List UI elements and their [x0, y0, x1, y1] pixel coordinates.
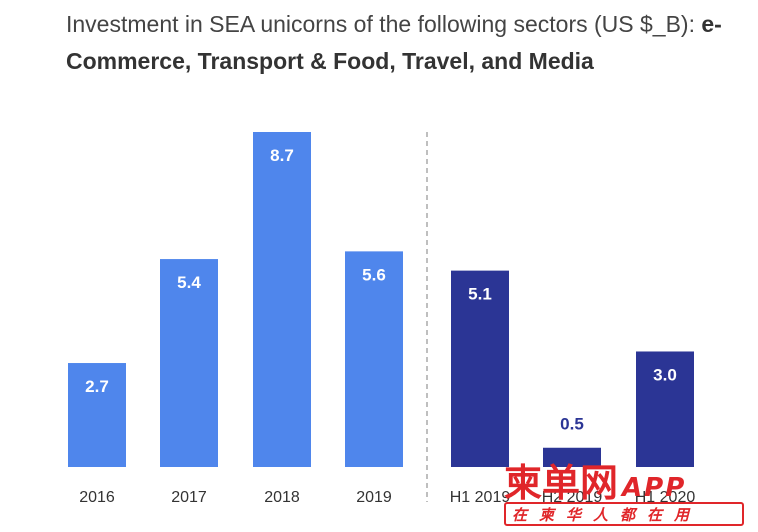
bar-half-0	[451, 270, 509, 467]
bar-annual-3	[345, 251, 403, 467]
bar-annual-0	[68, 363, 126, 467]
x-tick-label-annual-0: 2016	[79, 489, 115, 506]
half-year-bars: 5.1 H1 2019 0.5 H2 2019 3.0 H1 2020	[450, 270, 696, 506]
watermark-logo: 柬单网 APP 在柬华人都在用	[498, 452, 758, 532]
value-label-half-1: 0.5	[560, 415, 584, 434]
bar-annual-2	[253, 132, 311, 467]
bar-half-1	[543, 447, 601, 467]
value-label-annual-0: 2.7	[85, 377, 109, 396]
chart-title-bold: e-Commerce, Transport & Food, Travel, an…	[66, 11, 722, 74]
x-tick-label-half-0: H1 2019	[450, 489, 511, 506]
x-tick-label-half-2: H1 2020	[635, 489, 696, 506]
value-label-annual-1: 5.4	[177, 273, 201, 292]
x-tick-label-annual-2: 2018	[264, 489, 300, 506]
watermark-main-text: 柬单网	[504, 461, 619, 505]
watermark-sub-text: 在柬华人都在用	[504, 502, 744, 526]
x-tick-label-annual-1: 2017	[171, 489, 207, 506]
watermark-app-text: APP	[622, 473, 687, 503]
bar-annual-1	[160, 259, 218, 467]
chart-title: Investment in SEA unicorns of the follow…	[66, 6, 746, 80]
value-label-annual-2: 8.7	[270, 146, 294, 165]
x-tick-label-half-1: H2 2019	[542, 489, 603, 506]
x-tick-label-annual-3: 2019	[356, 489, 392, 506]
chart-title-plain: Investment in SEA unicorns of the follow…	[66, 11, 702, 37]
value-label-annual-3: 5.6	[362, 265, 386, 284]
value-label-half-2: 3.0	[653, 365, 677, 384]
value-label-half-0: 5.1	[468, 285, 492, 304]
annual-bars: 2.7 2016 5.4 2017 8.7 2018 5.6 2019	[68, 132, 403, 506]
bar-half-2	[636, 351, 694, 467]
